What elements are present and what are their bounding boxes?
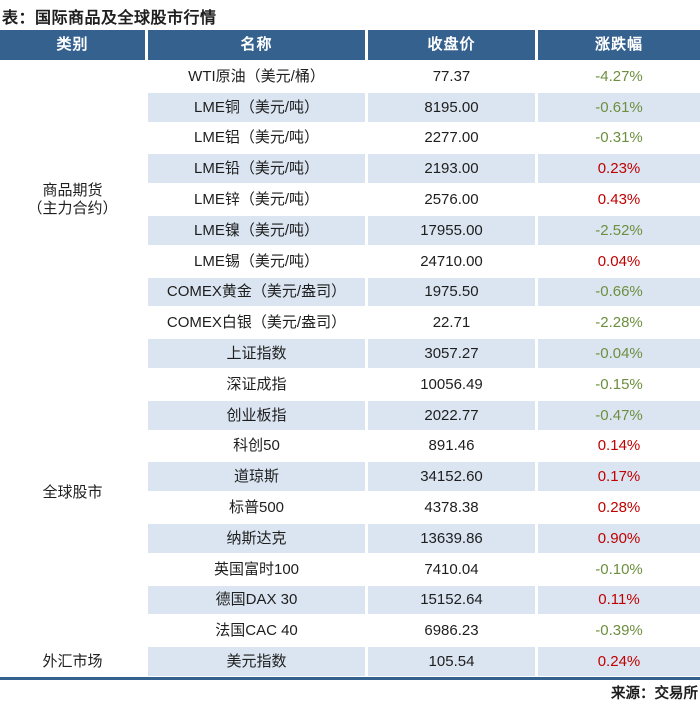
change-cell: -0.10%: [595, 560, 643, 578]
change-cell: -0.15%: [595, 375, 643, 393]
name-cell: 标普500: [228, 498, 285, 516]
change-cell: -0.61%: [538, 92, 700, 122]
close-cell: 24710.00: [420, 252, 483, 270]
close-cell: 8195.00: [368, 92, 535, 122]
name-cell: 上证指数: [148, 339, 365, 368]
table-bottom-rule: [0, 677, 700, 680]
close-cell: 2022.77: [368, 400, 535, 430]
page-title: 表：国际商品及全球股市行情: [2, 10, 217, 27]
market-table: 类别 名称 收盘价 涨跌幅 商品期货 （主力合约） WTI原油（美元/桶） 77.37…: [0, 30, 700, 676]
change-cell: -0.66%: [538, 277, 700, 307]
close-cell: 2193.00: [368, 154, 535, 184]
name-cell: 道琼斯: [148, 462, 365, 492]
close-cell: 4378.38: [424, 498, 479, 516]
change-cell: -0.39%: [595, 622, 643, 640]
change-cell: 0.11%: [538, 585, 700, 615]
change-cell: 0.04%: [597, 252, 641, 270]
column-header-category: 类别: [0, 30, 145, 60]
category-cell: 全球股市: [0, 339, 145, 646]
change-cell: -0.04%: [538, 339, 700, 368]
close-cell: 2576.00: [424, 190, 479, 208]
close-cell: 77.37: [432, 67, 471, 85]
close-cell: 22.71: [432, 314, 471, 332]
change-cell: -4.27%: [595, 67, 643, 85]
change-cell: 0.23%: [538, 154, 700, 184]
close-cell: 891.46: [428, 437, 475, 455]
name-cell: LME镍（美元/吨）: [148, 215, 365, 245]
column-header-close: 收盘价: [368, 30, 535, 60]
name-cell: LME锌（美元/吨）: [193, 190, 319, 208]
change-cell: -0.31%: [595, 129, 643, 147]
close-cell: 105.54: [368, 647, 535, 676]
change-cell: 0.17%: [538, 462, 700, 492]
change-cell: 0.28%: [597, 498, 641, 516]
close-cell: 10056.49: [420, 375, 483, 393]
change-cell: 0.14%: [597, 437, 641, 455]
name-cell: 美元指数: [148, 647, 365, 676]
name-cell: LME锡（美元/吨）: [193, 252, 319, 270]
name-cell: 创业板指: [148, 400, 365, 430]
name-cell: COMEX白银（美元/盎司）: [166, 314, 347, 332]
source-note: 来源：交易所: [611, 686, 698, 702]
name-cell: LME铜（美元/吨）: [148, 92, 365, 122]
close-cell: 1975.50: [368, 277, 535, 307]
change-cell: 0.90%: [538, 523, 700, 553]
close-cell: 6986.23: [424, 622, 479, 640]
category-cell: 外汇市场: [0, 647, 145, 676]
category-cell: 商品期货 （主力合约）: [0, 62, 145, 338]
change-cell: 0.24%: [538, 647, 700, 676]
name-cell: LME铝（美元/吨）: [193, 129, 319, 147]
change-cell: -2.28%: [595, 314, 643, 332]
column-header-name: 名称: [148, 30, 365, 60]
name-cell: LME铅（美元/吨）: [148, 154, 365, 184]
name-cell: 德国DAX 30: [148, 585, 365, 615]
close-cell: 3057.27: [368, 339, 535, 368]
name-cell: 科创50: [233, 437, 280, 455]
close-cell: 15152.64: [368, 585, 535, 615]
change-cell: -0.47%: [538, 400, 700, 430]
close-cell: 34152.60: [368, 462, 535, 492]
name-cell: 英国富时100: [213, 560, 300, 578]
name-cell: 法国CAC 40: [215, 622, 298, 640]
close-cell: 13639.86: [368, 523, 535, 553]
name-cell: WTI原油（美元/桶）: [188, 67, 325, 85]
name-cell: COMEX黄金（美元/盎司）: [148, 277, 365, 307]
change-cell: 0.43%: [597, 190, 641, 208]
column-header-change: 涨跌幅: [538, 30, 700, 60]
name-cell: 深证成指: [226, 375, 287, 393]
close-cell: 2277.00: [424, 129, 479, 147]
name-cell: 纳斯达克: [148, 523, 365, 553]
change-cell: -2.52%: [538, 215, 700, 245]
close-cell: 17955.00: [368, 215, 535, 245]
close-cell: 7410.04: [424, 560, 479, 578]
